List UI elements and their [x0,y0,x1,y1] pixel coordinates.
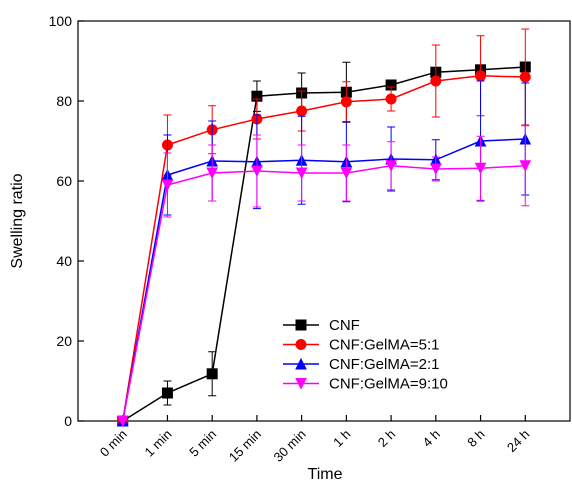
x-tick-label: 2 h [375,427,398,450]
legend-label: CNF:GelMA=2:1 [329,356,439,373]
plot-frame [77,20,571,422]
data-point [475,70,487,82]
data-point [385,160,397,172]
x-tick-label: 0 min [97,427,130,460]
data-point [519,71,531,83]
legend-marker [295,319,307,331]
y-tick-label: 100 [49,13,73,29]
data-point [340,96,352,108]
data-point [161,387,173,399]
x-tick-label: 30 min [271,427,309,465]
legend-marker [295,357,307,370]
x-axis-label: Time [308,466,343,483]
x-tick-label: 8 h [464,427,487,450]
data-point [385,93,397,105]
legend-label: CNF [329,317,360,334]
data-point [161,179,174,192]
x-tick-label: 4 h [420,427,443,450]
x-tick-label: 1 min [141,427,174,460]
data-point [474,162,487,175]
y-tick-label: 20 [56,333,72,349]
y-tick-label: 40 [56,253,72,269]
y-tick-label: 80 [56,93,72,109]
legend-marker [295,339,307,350]
legend-label: CNF:GelMA=5:1 [329,337,439,354]
data-point [430,75,442,87]
x-tick-label: 24 h [504,427,533,456]
x-tick-label: 15 min [226,427,264,465]
y-tick-label: 60 [56,173,72,189]
data-point [116,415,129,428]
series-line [121,165,526,422]
data-point [206,368,218,380]
legend-marker [295,378,307,390]
y-tick-label: 0 [64,413,72,429]
data-point [251,165,263,178]
series-line [121,75,526,422]
data-point [430,163,442,176]
data-point [296,105,308,117]
data-point [295,167,308,180]
series-line [121,138,526,422]
series-line [122,66,526,422]
data-point [206,167,218,180]
x-tick-label: 5 min [186,427,219,460]
legend-label: CNF:GelMA=9:10 [329,376,448,393]
data-point [340,167,353,180]
data-point [519,160,532,172]
x-tick-label: 1 h [330,427,353,450]
y-axis-label: Swelling ratio [9,173,26,268]
